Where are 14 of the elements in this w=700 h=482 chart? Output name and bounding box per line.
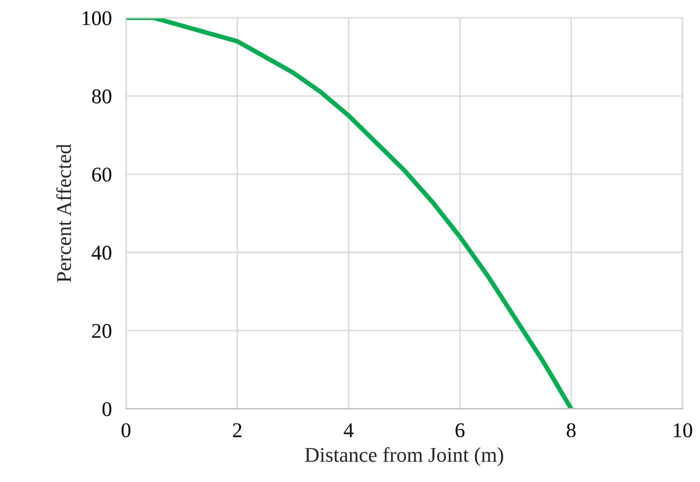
x-tick-label: 0 bbox=[122, 423, 130, 438]
y-tick-label: 80 bbox=[92, 89, 112, 104]
x-tick-label: 10 bbox=[674, 423, 692, 438]
y-tick-label: 100 bbox=[82, 11, 112, 26]
x-axis-title: Distance from Joint (m) bbox=[305, 447, 504, 466]
x-tick-label: 2 bbox=[233, 423, 242, 438]
y-tick-label: 60 bbox=[92, 168, 112, 182]
y-axis-title: Percent Affected bbox=[56, 144, 72, 282]
x-tick-label: 6 bbox=[456, 423, 464, 438]
y-tick-label: 0 bbox=[102, 402, 112, 416]
y-tick-label: 20 bbox=[92, 324, 112, 338]
y-tick-label: 40 bbox=[92, 246, 112, 260]
x-tick-label: 8 bbox=[566, 423, 576, 438]
x-tick-label: 4 bbox=[344, 423, 354, 438]
